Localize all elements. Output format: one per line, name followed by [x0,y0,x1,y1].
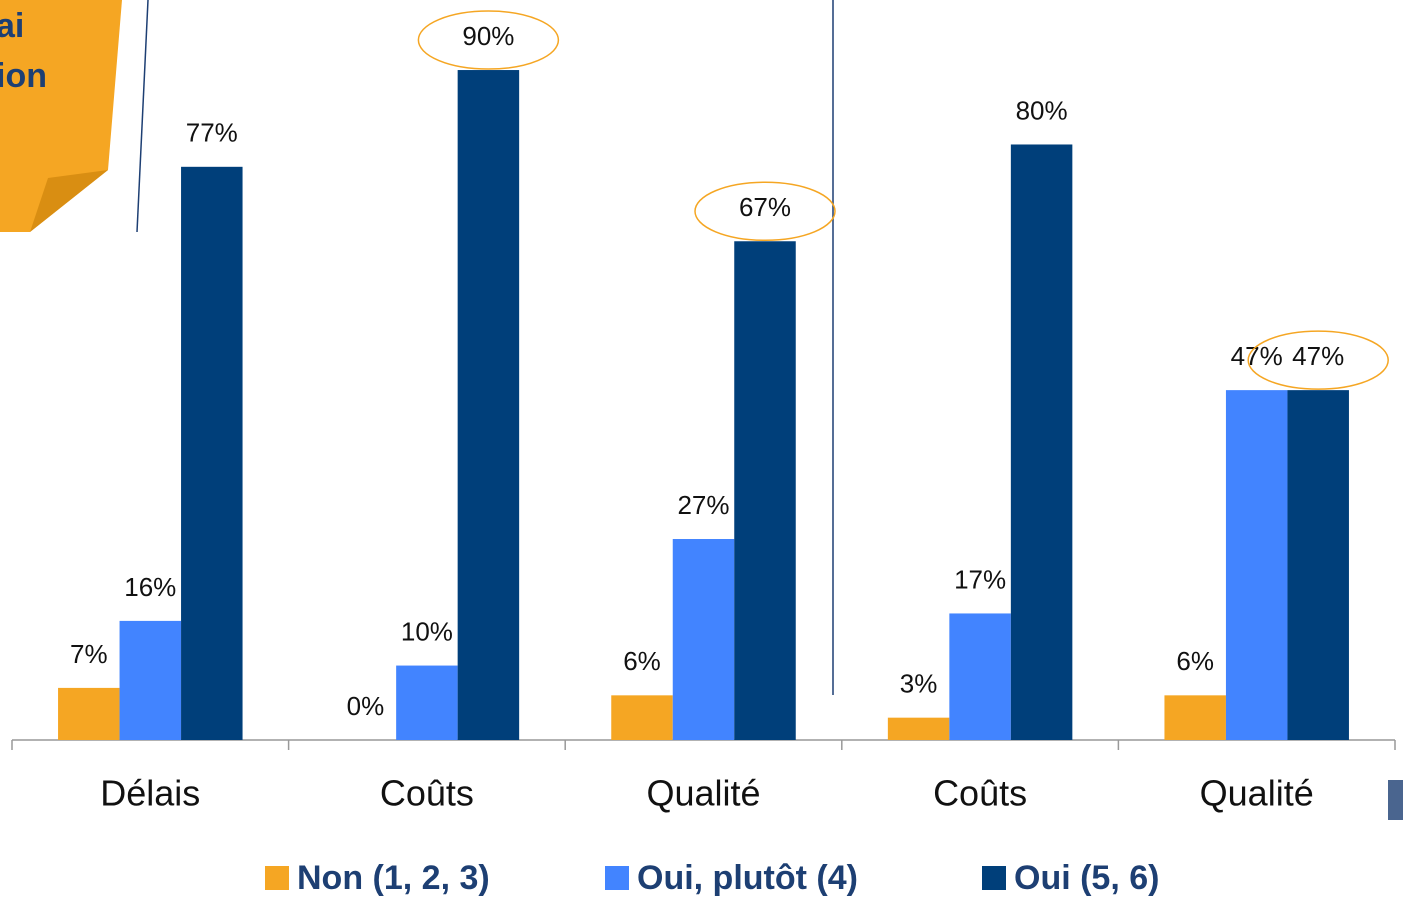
data-label: 47% [1292,341,1344,371]
x-tick-label: Coûts [380,773,474,814]
bar [672,539,735,740]
bar [181,166,243,740]
data-label: 17% [954,564,1006,594]
callout-line [136,0,149,233]
highlight [417,10,560,70]
bar [1164,695,1226,740]
data-label: 7% [70,639,108,669]
callout-fold [30,170,108,232]
data-label: 90% [462,21,514,51]
x-tick-label: Qualité [1200,773,1314,814]
data-label: 6% [1176,646,1214,676]
bar [457,70,520,741]
bar [949,613,1011,740]
bar [1010,144,1073,741]
data-label: 16% [124,572,176,602]
logo [1388,780,1403,820]
data-label: 6% [623,646,661,676]
data-label: 10% [401,616,453,646]
callout-text: ai [0,7,24,45]
legend-swatch [605,866,629,890]
highlight [1247,330,1389,390]
highlight [694,181,836,242]
bar [611,695,673,740]
bar [1225,390,1288,740]
data-label: 0% [347,691,385,721]
bar [1287,390,1349,740]
data-label: 67% [739,192,791,222]
legend-label: Non (1, 2, 3) [297,859,490,897]
x-tick-label: Délais [100,773,200,814]
bar [734,241,796,740]
legend-swatch [265,866,289,890]
bar [887,717,950,740]
callout-text: ion [0,57,47,95]
x-tick-label: Qualité [646,773,760,814]
data-label: 77% [186,118,238,148]
x-tick-label: Coûts [933,773,1027,814]
legend-swatch [982,866,1006,890]
data-label: 3% [900,669,938,699]
legend-label: Oui, plutôt (4) [637,859,858,897]
bar [119,620,182,740]
legend-label: Oui (5, 6) [1014,859,1159,897]
bar [396,665,458,740]
data-label: 80% [1016,95,1068,125]
data-label: 27% [677,490,729,520]
bar [58,687,120,740]
